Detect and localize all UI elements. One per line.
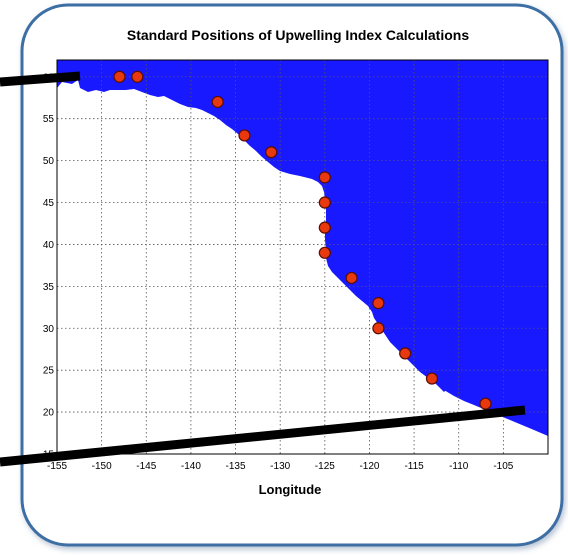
- x-tick-label: -135: [226, 461, 246, 472]
- x-tick-label: -120: [359, 461, 379, 472]
- y-tick-label: 40: [43, 240, 55, 251]
- x-tick-label: -140: [181, 461, 201, 472]
- y-tick-label: 25: [43, 366, 55, 377]
- y-tick-label: 45: [43, 198, 55, 209]
- station-marker: [372, 297, 385, 310]
- station-marker: [372, 322, 385, 335]
- station-marker: [113, 70, 126, 83]
- x-axis-label: Longitude: [259, 482, 322, 497]
- x-tick-label: -125: [315, 461, 335, 472]
- gulf-of-california: [376, 312, 448, 392]
- y-tick-label: 35: [43, 282, 55, 293]
- station-marker: [399, 347, 412, 360]
- station-marker: [265, 146, 278, 159]
- x-tick-label: -130: [270, 461, 290, 472]
- x-tick-label: -145: [136, 461, 156, 472]
- pointer-line-bottom: [0, 405, 526, 467]
- station-marker: [318, 196, 331, 209]
- station-marker: [318, 246, 331, 259]
- land-mass: [57, 80, 548, 454]
- station-markers: [113, 70, 492, 410]
- x-tick-label: -110: [449, 461, 469, 472]
- y-tick-label: 30: [43, 324, 55, 335]
- map-title: Standard Positions of Upwelling Index Ca…: [127, 27, 469, 43]
- pointer-line-top: [0, 71, 81, 87]
- axis-ticks: -155 -150 -145 -140 -135 -130 -125 -120 -115 -110…: [43, 72, 514, 472]
- station-marker: [211, 95, 224, 109]
- station-marker: [425, 372, 439, 385]
- station-marker: [318, 221, 331, 234]
- plot-area: [57, 60, 548, 454]
- x-tick-label: -115: [404, 461, 424, 472]
- map-grid: [57, 60, 548, 454]
- station-marker: [238, 129, 251, 142]
- station-marker: [345, 271, 358, 285]
- x-tick-label: -150: [92, 461, 112, 472]
- y-tick-label: 55: [43, 114, 55, 125]
- x-tick-label: -155: [47, 461, 67, 472]
- x-tick-label: -105: [493, 461, 513, 472]
- y-tick-label: 50: [43, 156, 55, 167]
- station-marker: [479, 397, 492, 410]
- plot-border: [56, 59, 549, 455]
- station-marker: [318, 171, 331, 184]
- station-marker: [131, 70, 144, 83]
- y-tick-label: 20: [43, 408, 55, 419]
